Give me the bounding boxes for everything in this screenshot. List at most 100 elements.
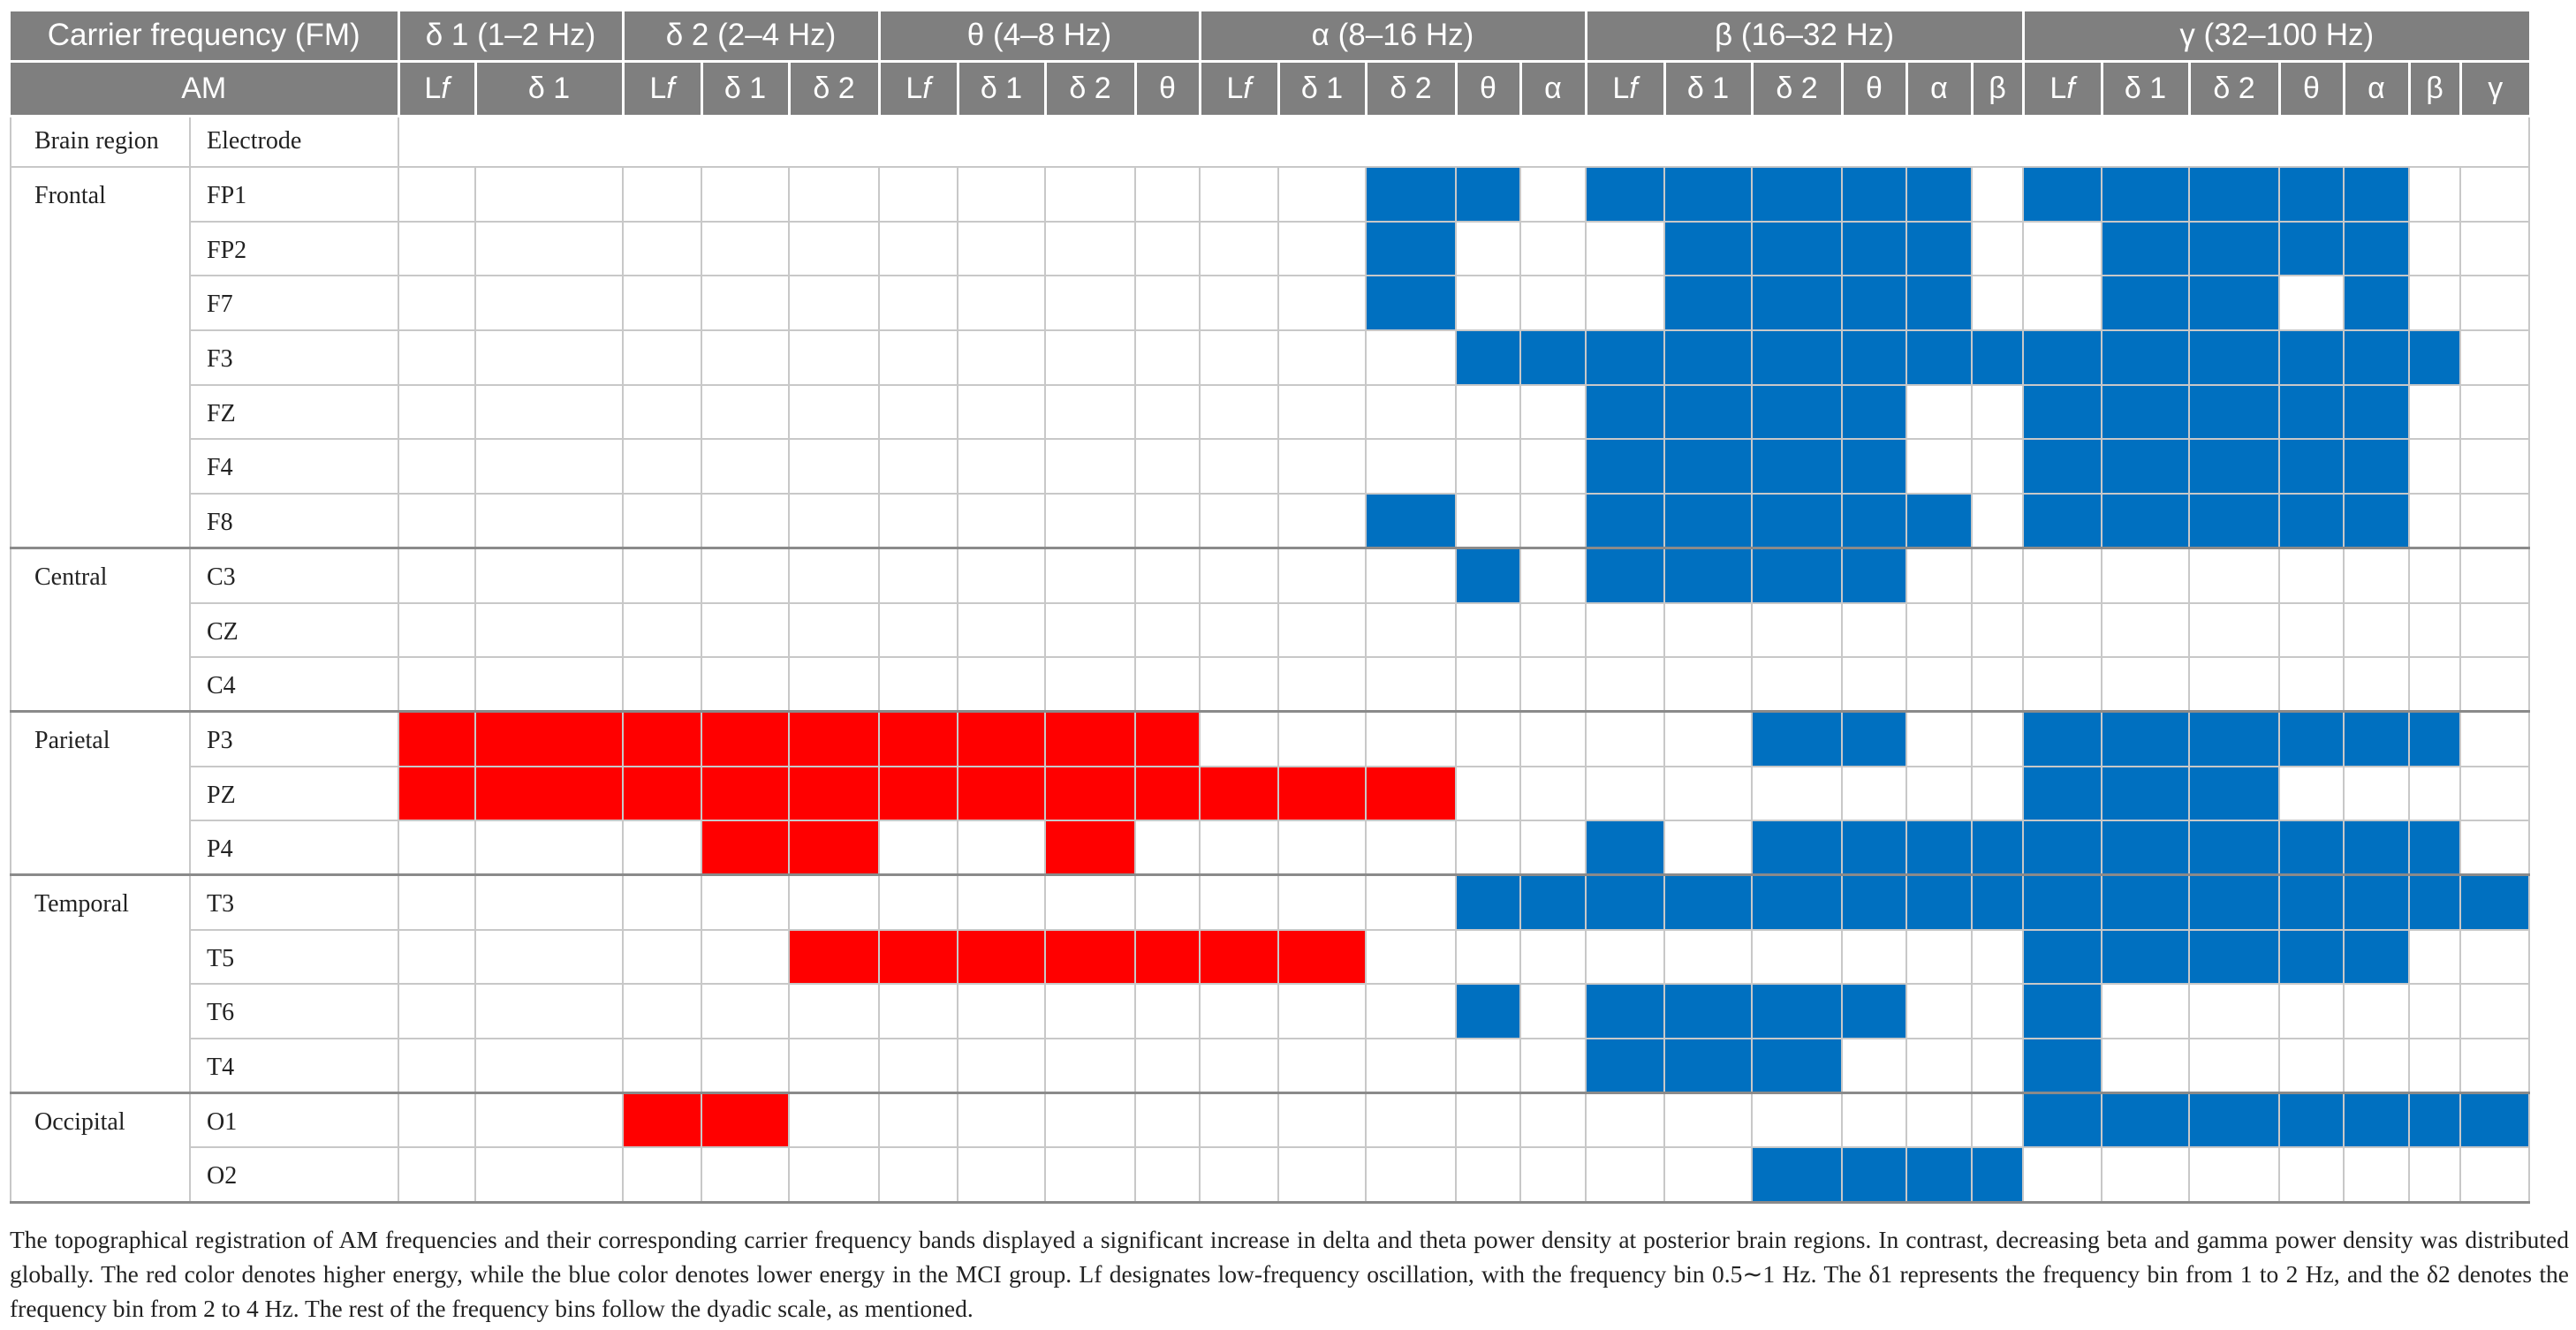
band-header: α (8–16 Hz) bbox=[1198, 11, 1587, 63]
brain-region-cell: Central bbox=[10, 547, 191, 714]
energy-cell-empty bbox=[1199, 1146, 1279, 1204]
energy-cell-empty bbox=[622, 383, 702, 441]
energy-cell-empty bbox=[1199, 1092, 1279, 1149]
energy-cell-lower bbox=[1663, 873, 1753, 931]
energy-cell-higher bbox=[1134, 710, 1201, 767]
energy-cell-lower bbox=[1841, 820, 1907, 877]
energy-cell-empty bbox=[2101, 1146, 2190, 1204]
energy-cell-empty bbox=[1199, 275, 1279, 332]
energy-cell-lower bbox=[1663, 220, 1753, 277]
energy-cell-lower bbox=[1905, 329, 1973, 386]
energy-cell-empty bbox=[701, 220, 790, 277]
sub-band-header: Lf bbox=[2021, 61, 2103, 117]
energy-cell-empty bbox=[2408, 166, 2461, 223]
energy-cell-empty bbox=[622, 220, 702, 277]
energy-cell-lower bbox=[2278, 873, 2345, 931]
sub-band-header: Lf bbox=[1198, 61, 1280, 117]
energy-cell-higher bbox=[788, 765, 880, 822]
energy-cell-empty bbox=[1044, 493, 1136, 550]
electrode-row: Temporal T3 bbox=[10, 873, 2530, 1095]
energy-cell-higher bbox=[957, 710, 1046, 767]
energy-cell-empty bbox=[1044, 220, 1136, 277]
energy-cell-lower bbox=[2101, 873, 2190, 931]
energy-cell-empty bbox=[398, 220, 476, 277]
energy-cell-lower bbox=[2188, 873, 2280, 931]
sub-band-header: Lf bbox=[1584, 61, 1666, 117]
energy-cell-empty bbox=[2459, 1146, 2530, 1204]
energy-cell-empty bbox=[622, 928, 702, 986]
energy-cell-empty bbox=[1277, 275, 1367, 332]
sub-band-header: Lf bbox=[877, 61, 959, 117]
electrode-cell: T4 bbox=[189, 1038, 399, 1095]
electrode-row: T5 bbox=[11, 928, 2530, 986]
energy-cell-empty bbox=[1455, 1092, 1521, 1149]
energy-cell-higher bbox=[1134, 928, 1201, 986]
energy-cell-empty bbox=[1971, 1092, 2024, 1149]
energy-cell-lower bbox=[2101, 493, 2190, 550]
energy-cell-lower bbox=[2188, 329, 2280, 386]
energy-cell-lower bbox=[2343, 166, 2410, 223]
energy-cell-empty bbox=[1365, 710, 1457, 767]
energy-cell-higher bbox=[622, 765, 702, 822]
electrode-cell: P4 bbox=[189, 820, 399, 877]
energy-cell-empty bbox=[1971, 547, 2024, 604]
energy-cell-empty bbox=[1519, 438, 1587, 495]
energy-cell-higher bbox=[1044, 928, 1136, 986]
energy-cell-empty bbox=[1199, 983, 1279, 1039]
energy-cell-empty bbox=[2022, 275, 2102, 332]
energy-cell-empty bbox=[1519, 383, 1587, 441]
energy-cell-empty bbox=[701, 166, 790, 223]
electrode-cell: T6 bbox=[189, 983, 399, 1039]
energy-cell-empty bbox=[1134, 1092, 1201, 1149]
energy-cell-empty bbox=[701, 1038, 790, 1095]
energy-cell-lower bbox=[1841, 220, 1907, 277]
energy-cell-empty bbox=[1841, 765, 1907, 822]
energy-cell-empty bbox=[2408, 601, 2461, 659]
energy-cell-empty bbox=[701, 873, 790, 931]
energy-cell-empty bbox=[1751, 601, 1843, 659]
energy-cell-empty bbox=[1277, 710, 1367, 767]
energy-cell-empty bbox=[788, 166, 880, 223]
energy-cell-empty bbox=[1277, 438, 1367, 495]
energy-cell-empty bbox=[1277, 820, 1367, 877]
energy-cell-lower bbox=[2343, 438, 2410, 495]
energy-cell-higher bbox=[622, 710, 702, 767]
sub-band-header: θ bbox=[1840, 61, 1908, 117]
electrode-cell: F8 bbox=[189, 493, 399, 550]
energy-cell-empty bbox=[701, 1146, 790, 1204]
energy-cell-empty bbox=[1585, 928, 1665, 986]
table-caption: The topographical registration of AM fre… bbox=[10, 1226, 2569, 1322]
energy-cell-higher bbox=[701, 710, 790, 767]
energy-cell-empty bbox=[1277, 166, 1367, 223]
energy-cell-empty bbox=[1905, 710, 1973, 767]
energy-cell-lower bbox=[2188, 928, 2280, 986]
energy-cell-empty bbox=[957, 275, 1046, 332]
energy-cell-empty bbox=[2022, 601, 2102, 659]
energy-cell-empty bbox=[1585, 656, 1665, 714]
energy-cell-empty bbox=[2408, 220, 2461, 277]
energy-cell-empty bbox=[1277, 493, 1367, 550]
energy-cell-lower bbox=[2278, 928, 2345, 986]
electrode-row: CZ bbox=[11, 601, 2530, 659]
energy-cell-empty bbox=[2188, 1038, 2280, 1095]
energy-cell-lower bbox=[1971, 873, 2024, 931]
energy-cell-empty bbox=[398, 983, 476, 1039]
energy-cell-empty bbox=[1663, 820, 1753, 877]
energy-cell-empty bbox=[1134, 601, 1201, 659]
energy-cell-empty bbox=[474, 329, 624, 386]
energy-cell-empty bbox=[1841, 1092, 1907, 1149]
energy-cell-lower bbox=[2459, 873, 2530, 931]
energy-cell-lower bbox=[1751, 873, 1843, 931]
energy-cell-empty bbox=[2101, 547, 2190, 604]
energy-cell-empty bbox=[1455, 710, 1521, 767]
energy-cell-lower bbox=[1585, 493, 1665, 550]
energy-cell-lower bbox=[2022, 1038, 2102, 1095]
energy-cell-empty bbox=[1663, 1146, 1753, 1204]
energy-cell-empty bbox=[1044, 166, 1136, 223]
energy-cell-empty bbox=[1751, 765, 1843, 822]
energy-cell-lower bbox=[1841, 493, 1907, 550]
energy-cell-lower bbox=[1663, 493, 1753, 550]
energy-cell-empty bbox=[1455, 656, 1521, 714]
energy-cell-empty bbox=[1971, 1038, 2024, 1095]
energy-cell-empty bbox=[2408, 656, 2461, 714]
